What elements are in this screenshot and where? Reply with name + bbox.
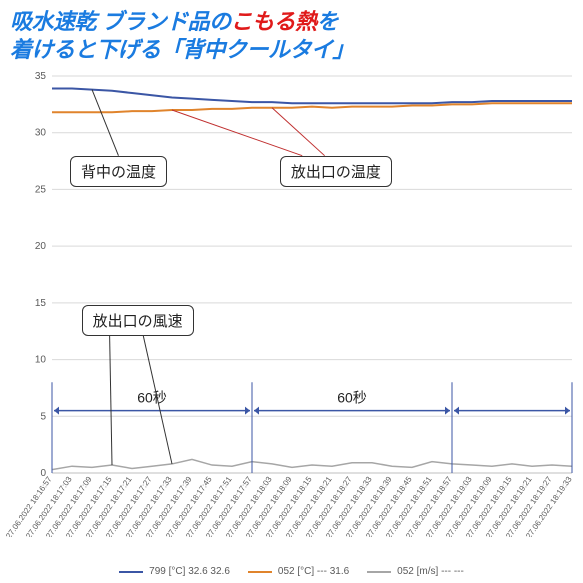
legend-swatch-3 xyxy=(367,571,391,573)
legend-swatch-2 xyxy=(248,571,272,573)
svg-text:25: 25 xyxy=(35,184,47,195)
svg-text:10: 10 xyxy=(35,355,47,366)
svg-text:35: 35 xyxy=(35,72,47,82)
legend-swatch-1 xyxy=(119,571,143,573)
chart-container: 0510152025303527.06.2022 18:16:5727.06.2… xyxy=(0,72,583,537)
callout-outlet-temp: 放出口の温度 xyxy=(280,156,392,187)
svg-text:20: 20 xyxy=(35,241,47,252)
chart-legend: 799 [°C] 32.6 32.6 052 [°C] --- 31.6 052… xyxy=(0,566,583,577)
legend-item-2: 052 [°C] --- 31.6 xyxy=(248,566,349,577)
legend-label-3: 052 [m/s] --- --- xyxy=(397,566,464,577)
callout-wind-speed: 放出口の風速 xyxy=(82,305,194,336)
svg-text:30: 30 xyxy=(35,128,47,139)
svg-text:5: 5 xyxy=(40,411,46,422)
legend-item-3: 052 [m/s] --- --- xyxy=(367,566,464,577)
legend-item-1: 799 [°C] 32.6 32.6 xyxy=(119,566,230,577)
legend-label-1: 799 [°C] 32.6 32.6 xyxy=(149,566,230,577)
callout-back-temp: 背中の温度 xyxy=(70,156,167,187)
svg-text:60秒: 60秒 xyxy=(337,390,367,406)
legend-label-2: 052 [°C] --- 31.6 xyxy=(278,566,349,577)
title-part-2: こもる熱 xyxy=(231,9,317,34)
page-title: 吸水速乾 ブランド品のこもる熱を着けると下げる「背中クールタイ」 xyxy=(0,0,583,67)
title-part-1: 吸水速乾 ブランド品の xyxy=(10,9,231,34)
svg-text:15: 15 xyxy=(35,298,47,309)
svg-text:60秒: 60秒 xyxy=(137,390,167,406)
